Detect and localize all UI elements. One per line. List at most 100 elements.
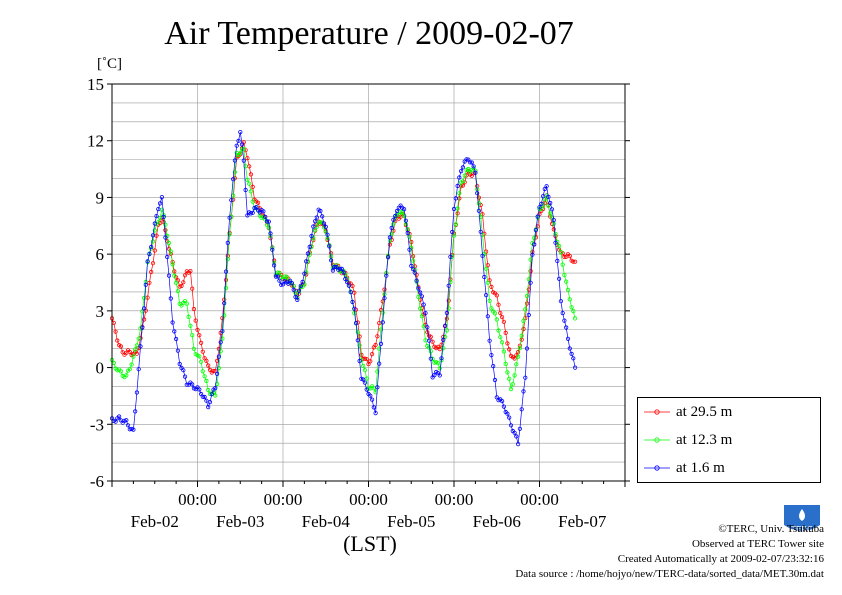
series-point xyxy=(492,377,498,383)
series-point xyxy=(353,320,359,326)
series-point xyxy=(489,284,494,289)
series-point xyxy=(435,360,441,366)
series-point xyxy=(245,156,250,161)
logo-text: TERC xyxy=(791,525,813,534)
series-point xyxy=(245,213,250,218)
series-point xyxy=(291,287,296,292)
series-point xyxy=(499,314,505,320)
series-point xyxy=(407,247,412,252)
series-point xyxy=(508,386,514,392)
series-point xyxy=(118,369,124,374)
series-point xyxy=(300,279,305,284)
series-point xyxy=(512,430,517,435)
series-point xyxy=(161,214,166,219)
series-point xyxy=(190,286,195,291)
chart-title: Air Temperature / 2009-02-07 xyxy=(164,15,574,52)
series-point xyxy=(175,348,180,353)
series-point xyxy=(499,340,505,345)
series-point xyxy=(475,191,480,196)
series-point xyxy=(521,326,526,332)
series-point xyxy=(166,240,172,246)
series-point xyxy=(460,183,465,188)
legend-marker-red xyxy=(644,409,670,415)
series-point xyxy=(473,170,478,175)
series-point xyxy=(403,218,408,223)
series-point xyxy=(159,195,164,200)
series-point xyxy=(117,414,122,419)
series-point xyxy=(200,394,205,399)
series-point xyxy=(558,250,564,255)
series-point xyxy=(523,307,528,312)
series-point xyxy=(425,330,430,335)
series-point xyxy=(535,214,540,219)
series-point xyxy=(507,415,512,420)
series-point xyxy=(142,306,147,311)
series-point xyxy=(305,251,310,256)
series-point xyxy=(188,268,193,274)
series-point xyxy=(182,374,188,379)
series-point xyxy=(375,369,380,374)
series-point xyxy=(163,235,168,240)
series-point xyxy=(539,201,544,206)
series-point xyxy=(389,231,394,236)
series-point xyxy=(517,345,523,351)
series-point xyxy=(227,232,232,237)
credits-block: ©TERC, Univ. Tsukuba Observed at TERC To… xyxy=(515,522,824,582)
series-point xyxy=(462,173,467,178)
series-point xyxy=(352,306,357,311)
series-point xyxy=(275,274,280,279)
series-point xyxy=(122,418,127,423)
series-point xyxy=(428,356,433,361)
series-point xyxy=(401,207,407,212)
x-date-label: Feb-04 xyxy=(302,512,351,531)
series-point xyxy=(483,292,489,298)
series-point xyxy=(469,160,474,165)
series-point xyxy=(238,130,243,135)
series-point xyxy=(172,269,177,274)
series-point xyxy=(348,290,353,295)
series-point xyxy=(412,270,417,275)
series-point xyxy=(555,258,560,263)
series-point xyxy=(366,361,371,367)
series-point xyxy=(505,411,510,416)
series-point xyxy=(439,342,444,347)
series-point xyxy=(553,231,558,237)
series-point xyxy=(190,382,195,387)
series-point xyxy=(515,441,521,447)
series-point xyxy=(124,373,129,378)
series-point xyxy=(238,151,243,156)
series-point xyxy=(458,169,464,174)
series-point xyxy=(548,211,553,216)
series-line xyxy=(111,132,576,445)
series-point xyxy=(156,220,161,225)
series-point xyxy=(416,286,421,291)
series-point xyxy=(355,330,360,335)
series-point xyxy=(152,228,157,233)
series-point xyxy=(528,268,533,274)
series-point xyxy=(410,258,416,263)
x-tick-label: 00:00 xyxy=(349,490,388,509)
series-point xyxy=(453,222,458,227)
series-point xyxy=(421,302,426,307)
series-point xyxy=(216,354,221,359)
series-point xyxy=(197,333,202,338)
series-point xyxy=(152,248,157,253)
series-point xyxy=(248,189,253,194)
series-point xyxy=(437,373,442,378)
series-point xyxy=(113,329,118,334)
series-point xyxy=(467,160,473,165)
series-point xyxy=(149,244,154,250)
series-point xyxy=(188,323,193,328)
series-point xyxy=(503,330,508,335)
series-point xyxy=(266,219,271,224)
series-point xyxy=(357,343,362,348)
y-tick-label: 9 xyxy=(96,188,105,207)
series-point xyxy=(523,375,528,380)
series-point xyxy=(361,363,366,369)
series-point xyxy=(332,264,337,269)
series-point xyxy=(498,335,503,340)
series-point xyxy=(471,164,476,169)
series-point xyxy=(174,280,179,285)
series-point xyxy=(362,356,367,361)
series-line xyxy=(111,140,576,374)
